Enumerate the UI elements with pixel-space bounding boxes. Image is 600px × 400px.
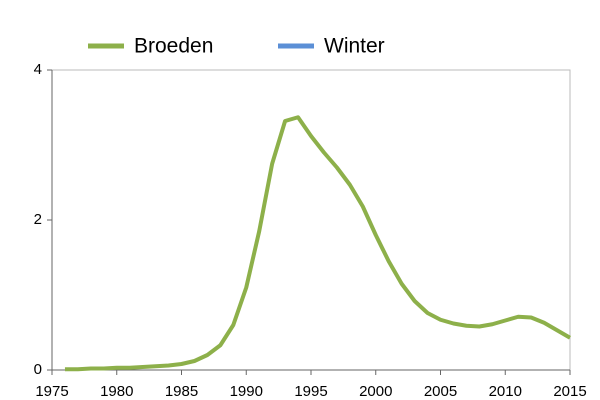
x-tick-label: 2015: [553, 383, 586, 400]
x-tick-label: 1980: [100, 383, 133, 400]
x-tick-label: 1975: [35, 383, 68, 400]
legend-label: Broeden: [134, 35, 213, 58]
y-tick-label: 4: [34, 61, 42, 78]
x-tick-label: 2005: [424, 383, 457, 400]
x-tick-label: 1985: [165, 383, 198, 400]
x-tick-label: 1990: [230, 383, 263, 400]
y-tick-label: 0: [34, 361, 42, 378]
x-tick-label: 1995: [294, 383, 327, 400]
series-line: [64, 115, 572, 372]
legend-label: Winter: [324, 35, 385, 58]
x-tick-label: 2010: [489, 383, 522, 400]
x-tick-label: 2000: [359, 383, 392, 400]
y-tick-label: 2: [34, 211, 42, 228]
